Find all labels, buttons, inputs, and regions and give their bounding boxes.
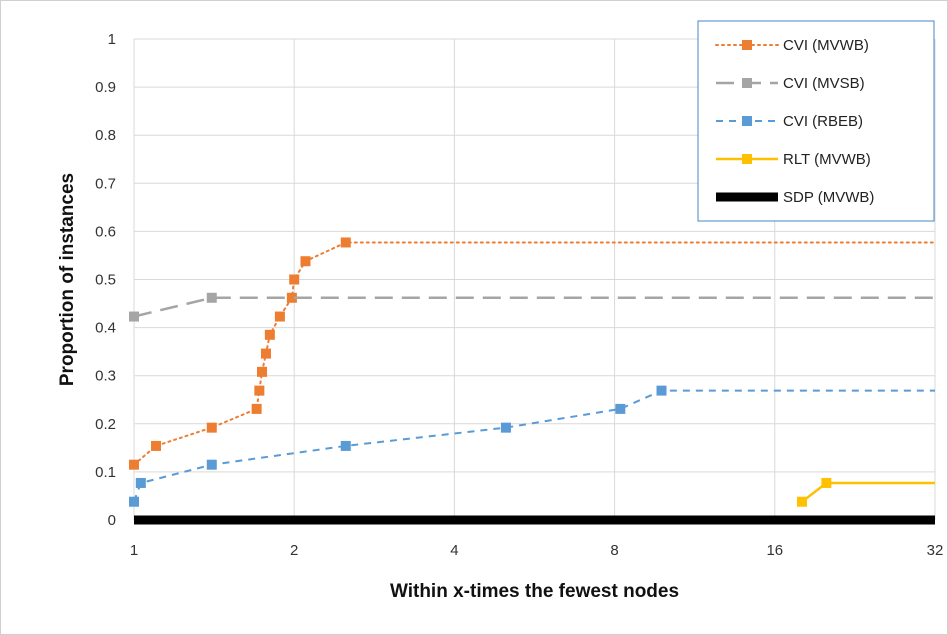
legend-label: CVI (RBEB) [783,113,863,130]
x-tick-label: 8 [610,542,618,559]
data-point-marker [254,385,265,396]
data-point-marker [151,440,162,451]
data-point-marker [656,385,667,396]
y-tick-label: 0.6 [95,223,116,240]
y-tick-label: 0.4 [95,320,116,337]
legend-label: CVI (MVSB) [783,75,865,92]
series-line [133,241,936,466]
data-point-marker [129,311,139,322]
data-point-marker [260,348,271,359]
series-1 [129,292,935,322]
series-2 [129,385,935,507]
series-line [133,389,935,503]
x-tick-label: 16 [766,542,783,559]
data-point-marker [289,274,300,285]
series-3 [797,477,935,507]
data-point-marker [500,422,511,433]
legend-item: CVI (MVWB) [715,37,869,54]
data-point-marker [340,440,351,451]
y-tick-label: 1 [108,31,116,48]
y-tick-label: 0.2 [95,416,116,433]
legend-swatch-marker [742,78,752,88]
y-axis-title: Proportion of instances [57,173,78,386]
series-0 [129,237,936,470]
y-tick-label: 0 [108,512,116,529]
legend: CVI (MVWB) CVI (MVSB) CVI (RBEB) RLT (MVWB)… [697,20,935,222]
data-point-marker [206,292,217,303]
legend-label: CVI (MVWB) [783,37,869,54]
y-tick-label: 0.9 [95,79,116,96]
series-lines [129,237,936,525]
data-point-marker [286,292,297,303]
x-axis-title: Within x-times the fewest nodes [390,581,679,602]
y-tick-label: 0.1 [95,464,116,481]
legend-box [697,20,935,222]
legend-label: RLT (MVWB) [783,151,871,168]
y-tick-label: 0.3 [95,368,116,385]
legend-item: CVI (MVSB) [716,75,865,92]
data-point-marker [264,329,275,340]
data-point-marker [257,366,268,377]
tick-labels: 0 0.1 0.2 0.3 0.4 0.5 0.6 0.7 0.8 0.9 1 1 2 4 8 16 32 [95,31,943,559]
y-tick-label: 0.8 [95,127,116,144]
x-tick-label: 1 [130,542,138,559]
data-point-marker [135,477,146,488]
data-point-marker [206,459,217,470]
data-point-marker [821,477,832,488]
data-point-marker [129,459,139,470]
x-tick-label: 32 [927,542,944,559]
data-point-marker [251,403,262,414]
y-tick-label: 0.7 [95,175,116,192]
legend-label: SDP (MVWB) [783,189,874,206]
legend-item: CVI (RBEB) [716,113,863,130]
legend-swatch-marker [742,154,752,164]
series-line [133,296,935,318]
data-point-marker [129,496,139,507]
legend-swatch-marker [742,116,752,126]
data-point-marker [340,237,351,248]
x-tick-label: 2 [290,542,298,559]
data-point-marker [300,256,311,267]
data-point-marker [615,403,626,414]
legend-swatch-marker [742,40,752,50]
data-point-marker [797,496,808,507]
data-point-marker [274,311,285,322]
x-tick-label: 4 [450,542,458,559]
data-point-marker [206,422,217,433]
legend-item: SDP (MVWB) [716,189,874,206]
y-tick-label: 0.5 [95,272,116,289]
legend-item: RLT (MVWB) [716,151,871,168]
